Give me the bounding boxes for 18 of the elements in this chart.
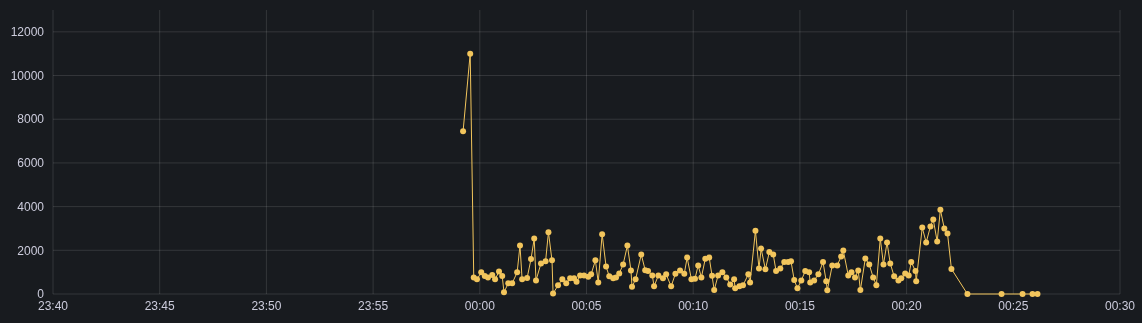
y-tick-label: 8000 [17,112,45,127]
x-tick-label: 23:50 [251,299,282,313]
y-tick-label: 12000 [10,25,45,40]
x-tick-label: 23:55 [358,299,389,313]
y-tick-label: 0 [37,287,45,302]
x-tick-label: 23:45 [144,299,176,313]
x-tick-label: 00:20 [891,299,922,313]
x-tick-label: 00:10 [678,299,709,313]
y-tick-label: 6000 [17,156,45,171]
x-tick-label: 00:25 [998,299,1029,313]
y-tick-label: 10000 [10,68,45,83]
x-tick-label: 00:00 [464,299,496,313]
x-tick-label: 00:30 [1104,299,1136,313]
y-tick-label: 4000 [17,199,45,214]
y-tick-label: 2000 [17,243,45,258]
x-tick-label: 00:15 [784,299,816,313]
x-tick-label: 00:05 [571,299,602,313]
x-tick-label: 23:40 [37,299,69,313]
